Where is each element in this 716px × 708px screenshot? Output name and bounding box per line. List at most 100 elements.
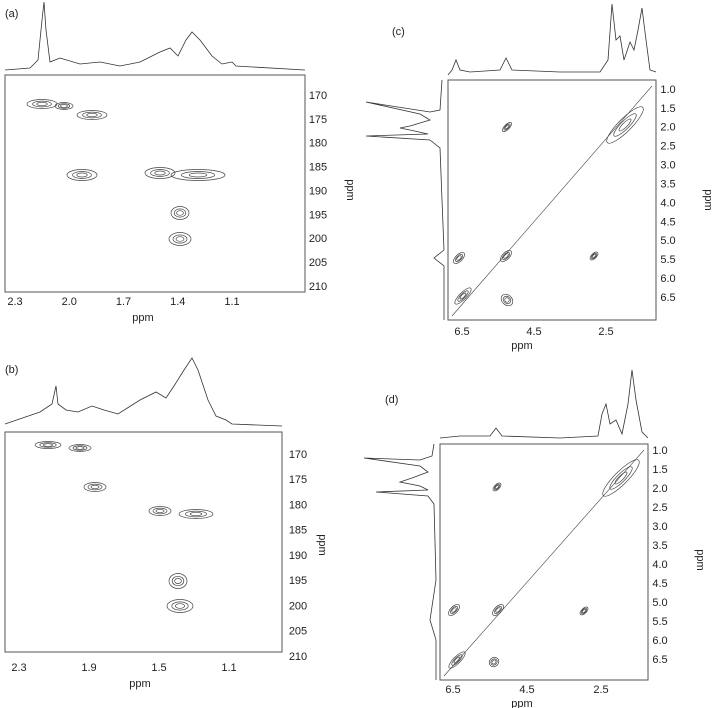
contour <box>144 167 176 179</box>
y-tick-label: 180 <box>289 499 307 511</box>
x-tick-label: 2.3 <box>11 662 26 674</box>
contour <box>170 206 190 220</box>
y-tick-label: 200 <box>289 600 307 612</box>
x-tick-label: 2.5 <box>598 326 613 338</box>
y-tick-label: 170 <box>309 90 327 102</box>
contour <box>614 471 628 485</box>
contour <box>166 599 194 613</box>
contour <box>579 606 589 616</box>
x-axis-title: ppm <box>511 340 532 352</box>
x-axis-title: ppm <box>132 312 153 324</box>
y-tick-label: 4.5 <box>660 216 675 228</box>
y-tick-label: 5.0 <box>660 235 675 247</box>
y-tick-label: 180 <box>309 138 327 150</box>
contour <box>170 169 226 181</box>
contour <box>168 232 192 246</box>
x-tick-label: 1.1 <box>221 662 236 674</box>
y-tick-label: 190 <box>289 550 307 562</box>
contour <box>72 171 92 179</box>
contour <box>172 234 188 244</box>
x-tick-label: 1.7 <box>116 296 131 308</box>
x-tick-label: 6.5 <box>454 326 469 338</box>
contour <box>175 236 185 242</box>
contour <box>504 124 510 130</box>
contour <box>155 508 165 514</box>
spectrum <box>365 79 445 320</box>
x-tick-label: 4.5 <box>519 684 534 696</box>
y-tick-label: 200 <box>309 233 327 245</box>
y-tick-label: 3.5 <box>652 540 667 552</box>
contour <box>503 123 511 131</box>
y-tick-label: 2.0 <box>660 122 675 134</box>
x-tick-label: 2.5 <box>593 684 608 696</box>
contour <box>189 511 203 517</box>
contour <box>72 445 88 451</box>
contour <box>453 252 465 264</box>
contour <box>618 118 632 132</box>
contour <box>590 252 598 260</box>
y-tick-label: 2.5 <box>652 502 667 514</box>
contour <box>68 444 92 452</box>
contour <box>82 111 102 119</box>
contour <box>504 297 510 303</box>
y-axis-title: ppm <box>702 189 714 210</box>
contour <box>76 172 88 178</box>
contour <box>54 102 74 110</box>
y-tick-label: 1.0 <box>660 84 675 96</box>
contour <box>613 113 637 137</box>
contour <box>90 484 100 490</box>
panel-frame <box>4 431 283 653</box>
y-tick-label: 2.5 <box>660 141 675 153</box>
contour <box>86 112 98 118</box>
y-tick-label: 1.0 <box>652 445 667 457</box>
panel-label: (d) <box>385 394 398 406</box>
x-tick-label: 6.5 <box>445 684 460 696</box>
y-tick-label: 205 <box>309 257 327 269</box>
spectrum <box>4 1 306 71</box>
y-tick-label: 175 <box>309 114 327 126</box>
spectrum <box>439 369 649 439</box>
y-tick-label: 3.0 <box>652 521 667 533</box>
y-tick-label: 5.5 <box>652 616 667 628</box>
y-axis-title: ppm <box>694 549 706 570</box>
contour <box>492 482 502 492</box>
diagonal <box>443 449 645 677</box>
y-tick-label: 195 <box>309 209 327 221</box>
contour <box>451 607 457 613</box>
y-axis-title: ppm <box>344 179 356 200</box>
x-tick-label: 4.5 <box>526 326 541 338</box>
panel-frame <box>4 74 306 293</box>
contour <box>154 170 166 176</box>
y-tick-label: 195 <box>289 575 307 587</box>
contour <box>580 607 588 615</box>
x-axis-title: ppm <box>511 698 532 708</box>
contour <box>591 253 597 259</box>
contour <box>459 292 467 300</box>
contour <box>502 295 512 305</box>
x-tick-label: 1.5 <box>151 662 166 674</box>
y-tick-label: 2.0 <box>652 483 667 495</box>
contour <box>491 659 497 665</box>
contour <box>453 656 461 664</box>
contour <box>171 601 189 611</box>
contour <box>148 506 172 516</box>
contour <box>150 169 170 177</box>
contour <box>488 656 500 668</box>
spectrum <box>447 3 657 76</box>
diagonal <box>451 85 653 317</box>
y-tick-label: 1.5 <box>660 103 675 115</box>
contour <box>87 483 103 491</box>
y-tick-label: 210 <box>289 651 307 663</box>
panel-label: (a) <box>5 8 18 20</box>
contour <box>456 255 462 261</box>
y-tick-label: 190 <box>309 185 327 197</box>
x-tick-label: 2.3 <box>7 296 22 308</box>
contour <box>188 172 208 178</box>
contour <box>606 106 644 144</box>
contour <box>176 210 184 216</box>
y-tick-label: 185 <box>289 525 307 537</box>
contour <box>43 443 53 447</box>
contour <box>66 169 98 181</box>
contour <box>493 483 501 491</box>
